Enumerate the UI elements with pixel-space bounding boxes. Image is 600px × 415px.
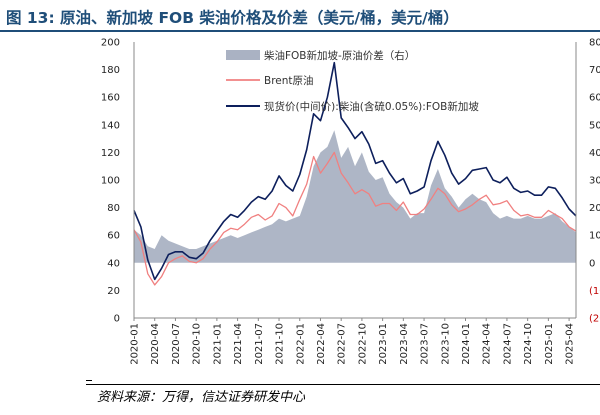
legend-label: 现货价(中间价):柴油(含硫0.05%):FOB新加坡 [264,100,479,113]
legend-label: Brent原油 [264,74,314,87]
title-rule [0,30,600,32]
y-left-tick-label: 80 [107,203,120,214]
series-line-brent [133,151,577,286]
y-left-tick-label: 120 [101,148,120,159]
x-tick-label: 2024-07 [502,323,513,365]
y-right-tick-label: 20 [589,203,600,214]
x-tick-label: 2022-04 [316,323,327,365]
x-tick-label: 2025-04 [565,323,576,365]
x-tick-label: 2023-01 [378,323,389,365]
x-tick-label: 2020-10 [192,323,203,365]
x-tick-label: 2024-10 [523,323,534,365]
x-tick-label: 2020-01 [130,323,141,365]
y-right-tick-label: 10 [589,231,600,242]
y-left-tick-label: 160 [101,93,120,104]
source-rule [86,384,600,385]
x-tick-label: 2021-04 [233,323,244,365]
figure-title: 图 13: 原油、新加坡 FOB 柴油价格及价差（美元/桶，美元/桶） [6,9,459,27]
x-tick-label: 2021-07 [254,323,265,365]
y-left-tick-label: 20 [107,286,120,297]
y-left-tick-label: 140 [101,120,120,131]
y-left-tick-label: 100 [101,176,120,187]
y-right-tick-label: 40 [589,148,600,159]
y-right-tick-label: 70 [589,65,600,76]
series-area-spread [134,130,576,263]
x-tick-label: 2023-07 [420,323,431,365]
series-line-diesel [133,61,577,281]
y-right-tick-label: (20 [589,314,600,325]
y-right-tick-label: 60 [589,93,600,104]
x-tick-label: 2022-07 [337,323,348,365]
x-tick-label: 2023-04 [399,323,410,365]
x-tick-label: 2020-04 [150,323,161,365]
source-note: 资料来源：万得，信达证券研发中心 [97,390,306,405]
y-right-tick-label: 50 [589,120,600,131]
x-tick-label: 2021-10 [275,323,286,365]
y-left-tick-label: 60 [107,231,120,242]
y-right-tick-label: 80 [589,38,600,49]
y-right-tick-label: 30 [589,176,600,187]
x-tick-label: 2024-01 [461,323,472,365]
x-tick-label: 2024-04 [482,323,493,365]
x-tick-label: 2023-10 [440,323,451,365]
y-left-tick-label: 200 [101,38,120,49]
x-tick-label: 2021-01 [212,323,223,365]
source-tick [86,380,92,381]
x-tick-label: 2020-07 [171,323,182,365]
y-left-tick-label: 40 [107,258,120,269]
x-tick-label: 2022-10 [357,323,368,365]
legend-swatch-spread [226,50,260,60]
y-right-tick-label: (10 [589,286,600,297]
y-left-tick-label: 180 [101,65,120,76]
x-tick-label: 2022-01 [295,323,306,365]
x-tick-label: 2025-01 [544,323,555,365]
y-left-tick-label: 0 [114,314,120,325]
y-right-tick-label: 0 [589,258,595,269]
legend-label: 柴油FOB新加坡-原油价差（右） [264,49,415,62]
